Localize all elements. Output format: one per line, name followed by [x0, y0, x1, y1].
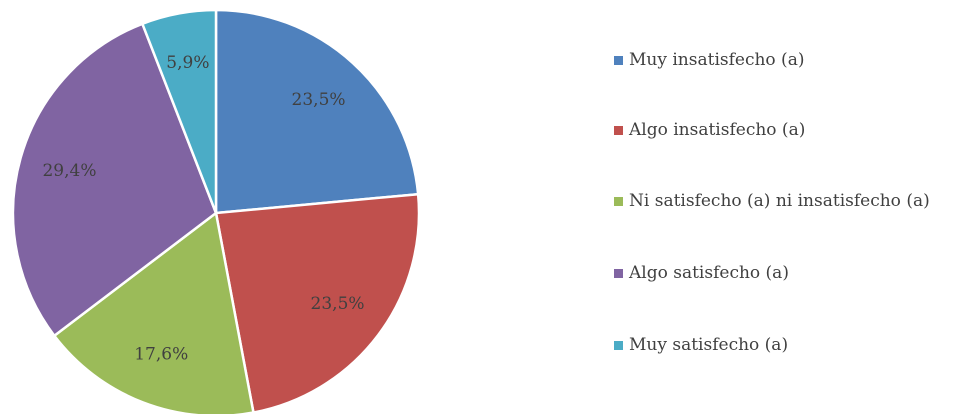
legend-item: Ni satisfecho (a) ni insatisfecho (a): [614, 187, 949, 215]
data-label: 17,6%: [134, 345, 188, 365]
legend-swatch: [614, 126, 623, 135]
legend-swatch: [614, 56, 623, 65]
legend-item: Muy satisfecho (a): [614, 331, 949, 359]
pie-slice: [140, 8, 218, 214]
legend-label: Ni satisfecho (a) ni insatisfecho (a): [629, 191, 930, 211]
pie-slice: [52, 210, 255, 414]
data-label: 29,4%: [42, 161, 96, 181]
pie-slice: [11, 22, 218, 338]
legend-item: Algo satisfecho (a): [614, 259, 949, 287]
legend-item: Algo insatisfecho (a): [614, 116, 949, 144]
legend-swatch: [614, 341, 623, 350]
data-label: 23,5%: [311, 294, 365, 314]
data-label: 23,5%: [292, 90, 346, 110]
data-label: 5,9%: [166, 53, 209, 73]
pie-slice: [214, 192, 421, 414]
legend-swatch: [614, 197, 623, 206]
legend-swatch: [614, 269, 623, 278]
legend-label: Algo insatisfecho (a): [629, 120, 806, 140]
legend-label: Algo satisfecho (a): [629, 263, 789, 283]
legend-item: Muy insatisfecho (a): [614, 46, 949, 74]
legend-label: Muy satisfecho (a): [629, 335, 789, 355]
pie-area: 23,5% 23,5% 17,6% 29,4% 5,9%: [11, 8, 421, 414]
pie-slice: [214, 8, 420, 215]
legend-label: Muy insatisfecho (a): [629, 50, 805, 70]
